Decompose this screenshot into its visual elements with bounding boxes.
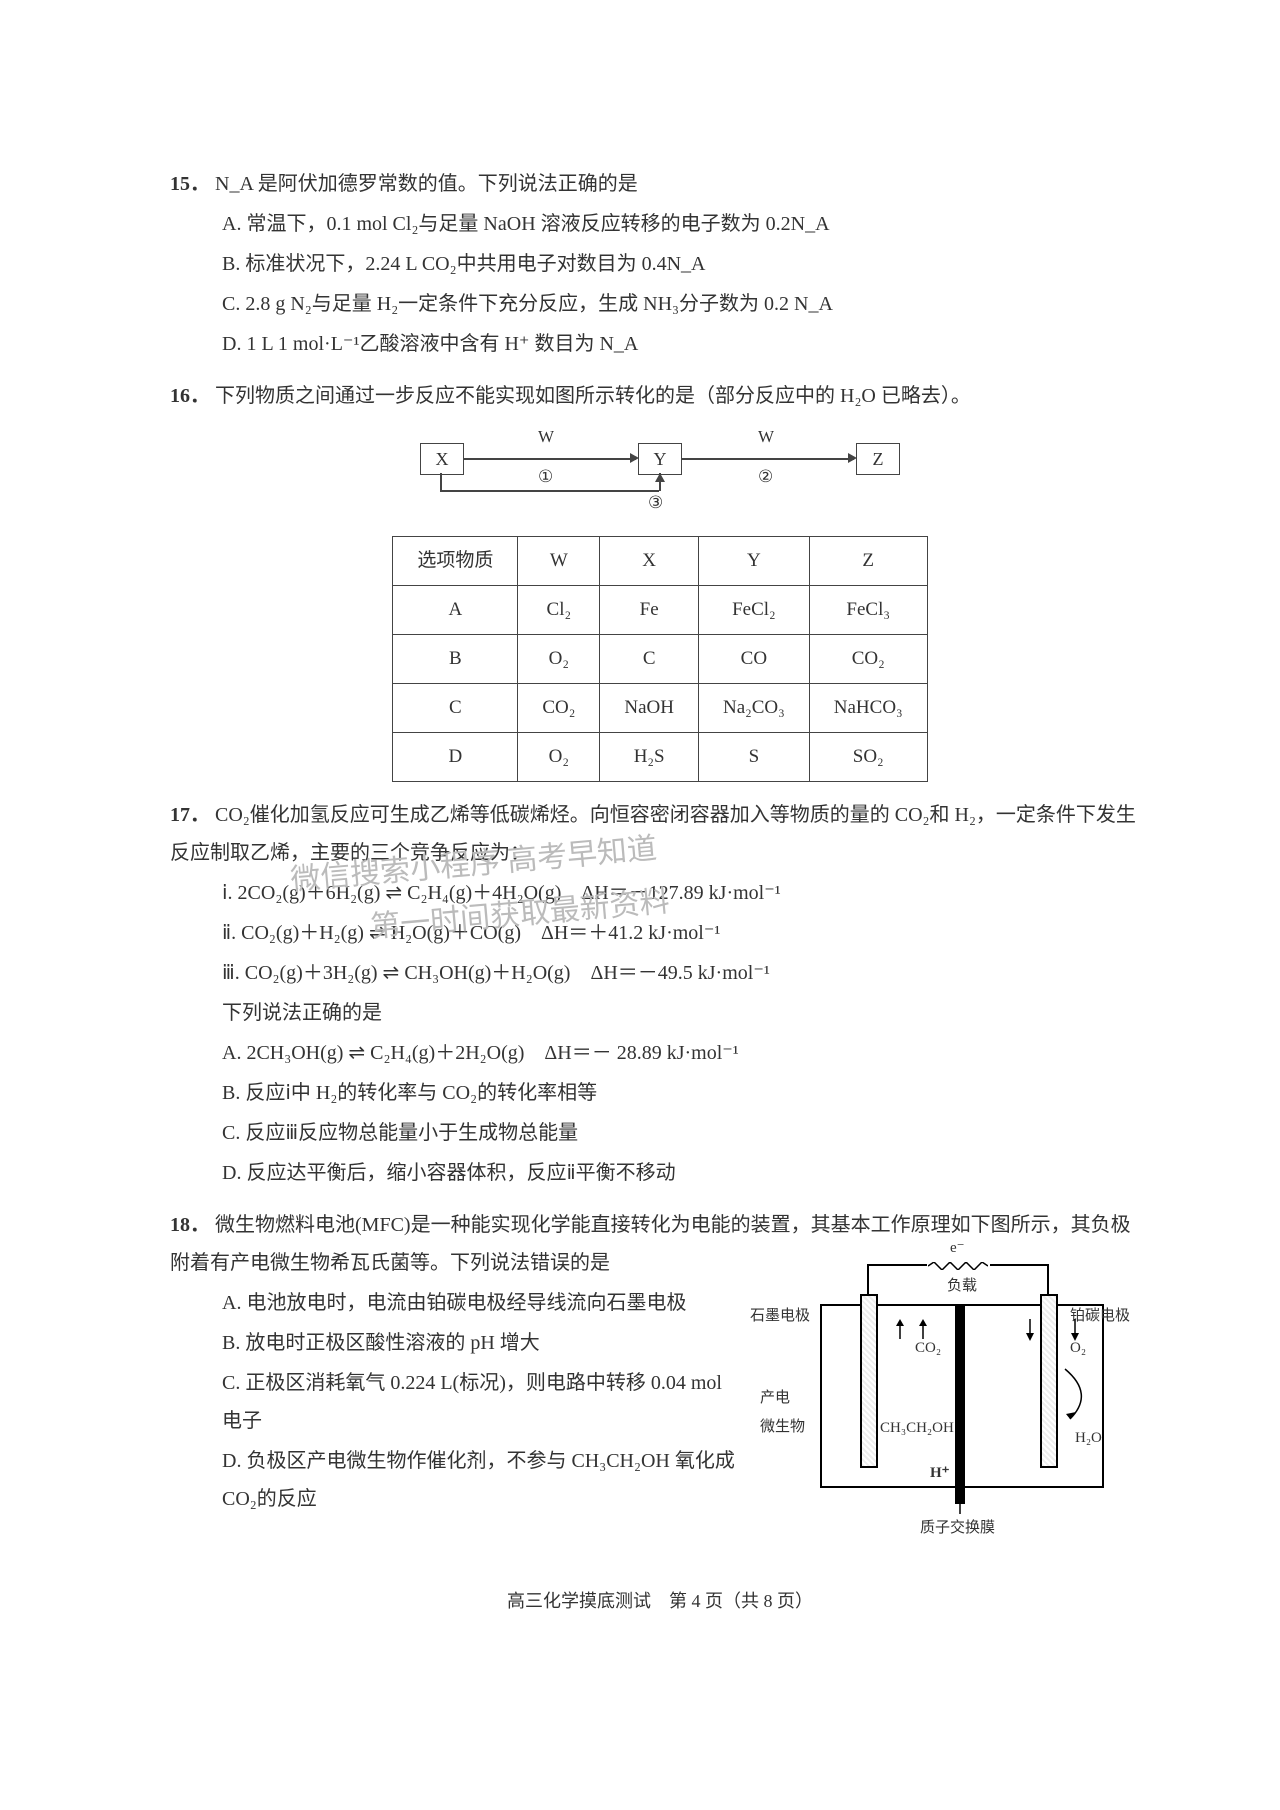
cell: C bbox=[600, 635, 699, 684]
cell: SO₂ bbox=[809, 733, 927, 782]
question-17: 17． CO₂催化加氢反应可生成乙烯等低碳烯烃。向恒容密闭容器加入等物质的量的 … bbox=[170, 796, 1150, 1192]
graphite-electrode bbox=[860, 1294, 878, 1468]
q15-option-c: C. 2.8 g N₂与足量 H₂一定条件下充分反应，生成 NH₃分子数为 0.… bbox=[222, 285, 1150, 323]
cell: A bbox=[393, 586, 518, 635]
membrane-pointer-icon bbox=[950, 1494, 970, 1519]
th-3: Y bbox=[698, 537, 809, 586]
q17-eq1: ⅰ. 2CO₂(g)＋6H₂(g) ⇌ C₂H₄(g)＋4H₂O(g) ΔH＝－… bbox=[222, 874, 1150, 912]
cell: FeCl₃ bbox=[809, 586, 927, 635]
q16-choice-table: 选项物质 W X Y Z A Cl₂ Fe FeCl₂ FeCl₃ B O₂ C… bbox=[392, 536, 927, 782]
cell: C bbox=[393, 684, 518, 733]
hplus-label: H⁺ bbox=[930, 1459, 950, 1488]
cell: B bbox=[393, 635, 518, 684]
arrow-y-to-z bbox=[682, 458, 854, 460]
w-label-2: W bbox=[758, 421, 774, 453]
q15-option-d: D. 1 L 1 mol·L⁻¹乙酸溶液中含有 H⁺ 数目为 N_A bbox=[222, 325, 1150, 363]
w-label-1: W bbox=[538, 421, 554, 453]
cell: NaHCO₃ bbox=[809, 684, 927, 733]
q18-number: 18． bbox=[170, 1214, 210, 1236]
path3-arrowhead bbox=[655, 473, 665, 482]
electron-flow-label: e⁻ bbox=[950, 1234, 965, 1263]
q17-ask: 下列说法正确的是 bbox=[222, 994, 1150, 1032]
q18-battery-diagram: e⁻ 负载 石墨电极 铂碳电极 CO₂ O₂ 产电 微生物 CH₃CH₂OH H… bbox=[750, 1234, 1150, 1554]
flow-box-x: X bbox=[420, 443, 464, 475]
q17-option-b: B. 反应ⅰ中 H₂的转化率与 CO₂的转化率相等 bbox=[222, 1074, 1150, 1112]
table-row: C CO₂ NaOH Na₂CO₃ NaHCO₃ bbox=[393, 684, 927, 733]
circle-2: ② bbox=[758, 461, 773, 493]
arrow-x-to-y bbox=[464, 458, 636, 460]
fuel-label: CH₃CH₂OH bbox=[880, 1414, 954, 1443]
o2-down-arrow-icon bbox=[1015, 1319, 1045, 1344]
q17-equations: ⅰ. 2CO₂(g)＋6H₂(g) ⇌ C₂H₄(g)＋4H₂O(g) ΔH＝－… bbox=[170, 874, 1150, 1192]
cell: D bbox=[393, 733, 518, 782]
cell: H₂S bbox=[600, 733, 699, 782]
q18-option-b: B. 放电时正极区酸性溶液的 pH 增大 bbox=[222, 1324, 742, 1362]
co2-up-arrow-icon-2 bbox=[908, 1319, 938, 1339]
o2-down-arrow-icon-2 bbox=[1060, 1319, 1090, 1344]
cell: CO₂ bbox=[518, 684, 600, 733]
path3-v bbox=[440, 473, 442, 490]
o2-to-h2o-arrow-icon bbox=[1060, 1364, 1100, 1424]
wire-right bbox=[1047, 1264, 1049, 1294]
wire-top-right bbox=[990, 1264, 1049, 1266]
cell: FeCl₂ bbox=[698, 586, 809, 635]
circle-3: ③ bbox=[648, 487, 663, 519]
question-18: 18． 微生物燃料电池(MFC)是一种能实现化学能直接转化为电能的装置，其基本工… bbox=[170, 1206, 1150, 1554]
q15-number: 15． bbox=[170, 173, 210, 195]
load-label: 负载 bbox=[947, 1272, 977, 1301]
wire-left bbox=[867, 1264, 869, 1294]
page-footer: 高三化学摸底测试 第 4 页（共 8 页） bbox=[170, 1584, 1150, 1618]
resistor-icon bbox=[928, 1262, 988, 1270]
th-1: W bbox=[518, 537, 600, 586]
flow-box-z: Z bbox=[856, 443, 900, 475]
wire-top-left bbox=[867, 1264, 927, 1266]
flow-box-y: Y bbox=[638, 443, 682, 475]
cell: Na₂CO₃ bbox=[698, 684, 809, 733]
q16-flow-diagram: X Y Z W W ① ② ③ bbox=[170, 423, 1150, 526]
cell: CO₂ bbox=[809, 635, 927, 684]
arrowhead-z bbox=[848, 453, 857, 463]
microbe-label: 产电 微生物 bbox=[760, 1384, 805, 1441]
table-row: D O₂ H₂S S SO₂ bbox=[393, 733, 927, 782]
th-0: 选项物质 bbox=[393, 537, 518, 586]
th-2: X bbox=[600, 537, 699, 586]
left-electrode-label: 石墨电极 bbox=[750, 1302, 810, 1331]
q16-stem: 下列物质之间通过一步反应不能实现如图所示转化的是（部分反应中的 H₂O 已略去）… bbox=[215, 385, 971, 407]
q18-options: A. 电池放电时，电流由铂碳电极经导线流向石墨电极 B. 放电时正极区酸性溶液的… bbox=[170, 1284, 742, 1518]
th-4: Z bbox=[809, 537, 927, 586]
q15-options: A. 常温下，0.1 mol Cl₂与足量 NaOH 溶液反应转移的电子数为 0… bbox=[170, 205, 1150, 363]
q17-number: 17． bbox=[170, 804, 210, 826]
cell: Cl₂ bbox=[518, 586, 600, 635]
path3-h bbox=[440, 490, 659, 492]
q17-eq2: ⅱ. CO₂(g)＋H₂(g) ⇌ H₂O(g)＋CO(g) ΔH＝＋41.2 … bbox=[222, 914, 1150, 952]
q18-option-d: D. 负极区产电微生物作催化剂，不参与 CH₃CH₂OH 氧化成 CO₂的反应 bbox=[222, 1442, 742, 1518]
cell: CO bbox=[698, 635, 809, 684]
proton-membrane bbox=[955, 1304, 965, 1504]
q17-option-d: D. 反应达平衡后，缩小容器体积，反应ⅱ平衡不移动 bbox=[222, 1154, 1150, 1192]
question-16: 16． 下列物质之间通过一步反应不能实现如图所示转化的是（部分反应中的 H₂O … bbox=[170, 377, 1150, 782]
table-row: B O₂ C CO CO₂ bbox=[393, 635, 927, 684]
q17-option-c: C. 反应ⅲ反应物总能量小于生成物总能量 bbox=[222, 1114, 1150, 1152]
q16-number: 16． bbox=[170, 385, 210, 407]
question-15: 15． N_A 是阿伏加德罗常数的值。下列说法正确的是 A. 常温下，0.1 m… bbox=[170, 165, 1150, 363]
arrowhead-y bbox=[630, 453, 639, 463]
q18-option-a: A. 电池放电时，电流由铂碳电极经导线流向石墨电极 bbox=[222, 1284, 742, 1322]
table-row: A Cl₂ Fe FeCl₂ FeCl₃ bbox=[393, 586, 927, 635]
q17-option-a: A. 2CH₃OH(g) ⇌ C₂H₄(g)＋2H₂O(g) ΔH＝－ 28.8… bbox=[222, 1034, 1150, 1072]
cell: S bbox=[698, 733, 809, 782]
q18-option-c: C. 正极区消耗氧气 0.224 L(标况)，则电路中转移 0.04 mol 电… bbox=[222, 1364, 742, 1440]
q15-option-a: A. 常温下，0.1 mol Cl₂与足量 NaOH 溶液反应转移的电子数为 0… bbox=[222, 205, 1150, 243]
cell: O₂ bbox=[518, 635, 600, 684]
circle-1: ① bbox=[538, 461, 553, 493]
q15-option-b: B. 标准状况下，2.24 L CO₂中共用电子对数目为 0.4N_A bbox=[222, 245, 1150, 283]
q17-stem: CO₂催化加氢反应可生成乙烯等低碳烯烃。向恒容密闭容器加入等物质的量的 CO₂和… bbox=[170, 804, 1136, 864]
cell: NaOH bbox=[600, 684, 699, 733]
q15-stem: N_A 是阿伏加德罗常数的值。下列说法正确的是 bbox=[215, 173, 638, 195]
q17-eq3: ⅲ. CO₂(g)＋3H₂(g) ⇌ CH₃OH(g)＋H₂O(g) ΔH＝－4… bbox=[222, 954, 1150, 992]
table-header-row: 选项物质 W X Y Z bbox=[393, 537, 927, 586]
cell: Fe bbox=[600, 586, 699, 635]
h2o-label: H₂O bbox=[1075, 1424, 1102, 1453]
cell: O₂ bbox=[518, 733, 600, 782]
